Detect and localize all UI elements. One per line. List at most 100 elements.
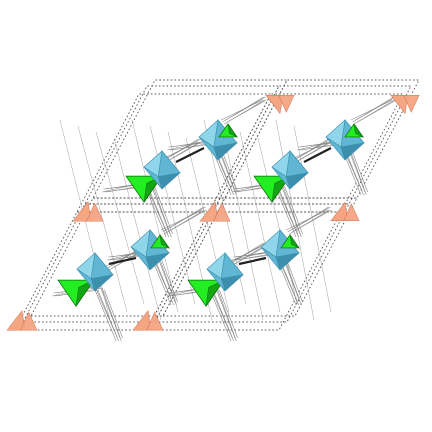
bond-line <box>214 285 236 339</box>
tetrahedron-face <box>227 123 238 138</box>
salmon-triangle <box>343 203 360 221</box>
octahedron-face <box>213 142 238 161</box>
unit-cell-outline <box>76 93 272 213</box>
bond-line <box>279 181 301 235</box>
unit-cell-outline <box>162 197 358 317</box>
bond-line <box>95 131 145 305</box>
salmon-triangle <box>213 202 231 222</box>
triangle-pair <box>330 201 360 221</box>
triangle-groups <box>6 95 420 331</box>
triangle-pair <box>390 95 420 115</box>
octahedron-face <box>285 150 309 178</box>
bond-line <box>113 137 162 321</box>
bond-line <box>221 125 264 321</box>
bond-line <box>131 119 179 313</box>
octahedron <box>143 150 182 190</box>
octahedron <box>76 252 115 292</box>
unit-cell-outline <box>154 203 350 323</box>
bond-line <box>167 209 207 233</box>
octahedron <box>260 229 300 271</box>
bond-line <box>104 289 123 339</box>
salmon-triangle <box>146 311 164 331</box>
octahedron-face <box>285 172 310 190</box>
bond-line <box>239 131 281 313</box>
triangle-pair <box>132 310 164 331</box>
bond-line <box>357 99 397 123</box>
octahedron-face <box>145 252 170 271</box>
bond-line <box>216 287 237 342</box>
bond-line <box>284 185 303 235</box>
unit-cell-edges <box>14 79 420 331</box>
bond-line <box>93 285 117 342</box>
link-rod <box>108 256 137 266</box>
octahedron <box>325 119 365 161</box>
octahedron <box>198 119 238 161</box>
salmon-triangle <box>390 95 409 115</box>
unit-cell-outline <box>84 85 280 205</box>
polyhedra-units <box>57 119 365 307</box>
bond-line <box>277 185 299 238</box>
unit-cell-outline <box>30 197 226 317</box>
bond-line <box>355 96 396 121</box>
bond-line <box>165 206 206 231</box>
tetrahedron-face <box>75 279 95 307</box>
salmon-triangle <box>72 201 92 222</box>
octahedron <box>206 252 245 292</box>
tetrahedron-face <box>205 279 225 307</box>
link-rod <box>175 147 205 163</box>
unit-cell-outline <box>208 93 404 213</box>
tetrahedron <box>344 123 364 138</box>
bond-line <box>159 253 178 303</box>
octahedron-face <box>220 274 245 292</box>
tetrahedron-face <box>289 234 300 249</box>
triangle-pair <box>265 95 295 115</box>
salmon-triangle <box>199 201 219 222</box>
unit-cell-outline <box>92 79 288 199</box>
salmon-triangle <box>265 95 284 115</box>
salmon-triangle <box>132 310 152 331</box>
octahedron <box>271 150 310 190</box>
bond-line <box>212 289 234 342</box>
tetrahedron-face <box>353 123 364 138</box>
bond-line <box>292 209 332 233</box>
salmon-triangle <box>6 310 26 331</box>
triangle-pair <box>72 201 104 222</box>
tetrahedron <box>218 123 238 138</box>
unit-cell-outline <box>22 203 218 323</box>
salmon-triangle <box>86 202 104 222</box>
octahedron-face <box>340 142 365 161</box>
bond-line <box>101 287 122 342</box>
bond-line <box>219 289 238 339</box>
salmon-triangle <box>20 311 38 331</box>
unit-cell-outline <box>224 79 420 199</box>
salmon-triangle <box>330 201 349 221</box>
bond-line <box>293 125 332 313</box>
triangle-pair <box>6 310 38 331</box>
tetrahedron <box>280 234 300 249</box>
bond-line <box>227 99 267 123</box>
bond-line <box>147 185 169 238</box>
bond-line <box>149 181 171 235</box>
octahedron-face <box>157 150 181 178</box>
unit-cell-outline <box>14 211 210 331</box>
tetrahedron <box>150 234 170 249</box>
tetrahedron <box>57 279 95 307</box>
octahedron-face <box>157 172 182 190</box>
salmon-triangle <box>403 95 420 113</box>
tetrahedron <box>187 279 225 307</box>
bond-line <box>225 96 266 121</box>
bond-line <box>257 137 298 305</box>
bond-line <box>275 119 315 321</box>
triangle-pair <box>199 201 231 222</box>
salmon-triangle <box>278 95 295 113</box>
unit-cell-outline <box>146 211 342 331</box>
link-rod <box>238 256 267 266</box>
unit-cell-outline <box>216 85 412 205</box>
bond-line <box>151 183 172 238</box>
bond-line <box>77 125 128 313</box>
bond-line <box>99 285 121 339</box>
bond-line <box>97 289 119 342</box>
bond-line <box>281 183 302 238</box>
octahedron-face <box>90 274 115 292</box>
